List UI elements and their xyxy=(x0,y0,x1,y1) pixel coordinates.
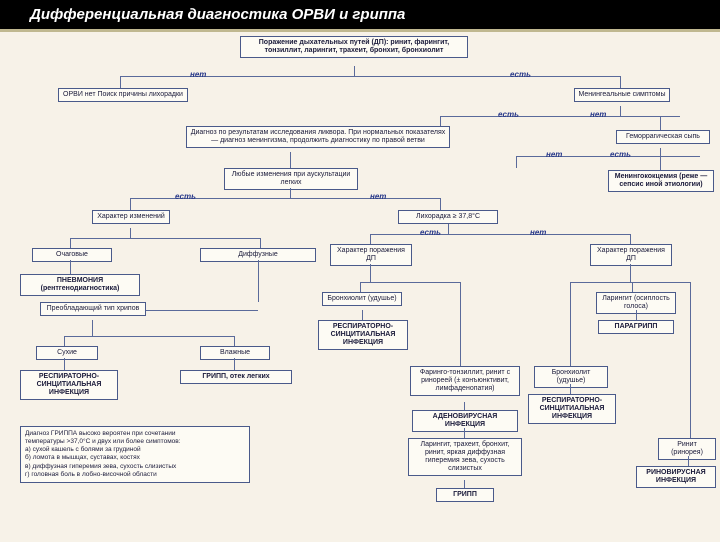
connector xyxy=(464,402,465,410)
note-line: Диагноз ГРИППА высоко вероятен при сочет… xyxy=(25,430,245,438)
node-pneumonia: ПНЕВМОНИЯ (рентгенодиагностика) xyxy=(20,274,140,296)
edge-label-yes: есть xyxy=(175,192,196,201)
connector xyxy=(64,336,65,346)
connector xyxy=(660,116,661,130)
connector xyxy=(516,156,700,157)
note-line: в) диффузная гиперемия зева, сухость сли… xyxy=(25,463,245,471)
connector xyxy=(360,282,361,292)
connector xyxy=(64,336,234,337)
connector xyxy=(636,310,637,320)
connector xyxy=(370,234,371,244)
connector xyxy=(440,116,680,117)
connector xyxy=(260,238,261,248)
connector xyxy=(570,282,690,283)
connector xyxy=(362,310,363,320)
node-hrip-type: Преобладающий тип хрипов xyxy=(40,302,146,316)
node-rinit: Ринит (ринорея) xyxy=(658,438,716,460)
connector xyxy=(120,76,121,88)
connector xyxy=(570,282,571,366)
node-gripp: ГРИПП xyxy=(436,488,494,502)
connector xyxy=(460,282,461,366)
connector xyxy=(448,224,449,234)
connector xyxy=(360,282,460,283)
connector xyxy=(370,234,630,235)
node-rsi2: РЕСПИРАТОРНО-СИНЦИТИАЛЬНАЯ ИНФЕКЦИЯ xyxy=(20,370,118,400)
connector xyxy=(70,260,71,274)
node-faringo: Фаринго-тонзиллит, ринит с ринореей (± к… xyxy=(410,366,520,396)
node-orvi-no: ОРВИ нет Поиск причины лихорадки xyxy=(58,88,188,102)
node-bronch2: Бронхиолит (удушье) xyxy=(534,366,608,388)
connector xyxy=(130,198,131,210)
node-liquor: Диагноз по результатам исследования ликв… xyxy=(186,126,450,148)
connector xyxy=(440,198,441,210)
node-ochag: Очаговые xyxy=(32,248,112,262)
connector xyxy=(64,358,65,370)
node-char-dp1: Характер поражения ДП xyxy=(330,244,412,266)
node-meningococ: Менингококцемия (реже — сепсис иной этио… xyxy=(608,170,714,192)
node-auscult: Любые изменения при аускультации легких xyxy=(224,168,358,190)
node-rsi1: РЕСПИРАТОРНО-СИНЦИТИАЛЬНАЯ ИНФЕКЦИЯ xyxy=(318,320,408,350)
node-char-izm: Характер изменений xyxy=(92,210,170,224)
connector xyxy=(660,156,661,170)
node-char-dp2: Характер поражения ДП xyxy=(590,244,672,266)
connector xyxy=(234,336,235,346)
node-dry: Сухие xyxy=(36,346,98,360)
node-bronch1: Бронхиолит (удушье) xyxy=(322,292,402,306)
node-meningeal: Менингеальные симптомы xyxy=(574,88,670,102)
edge-label-no: нет xyxy=(590,110,606,119)
connector xyxy=(464,480,465,488)
connector xyxy=(290,152,291,168)
note-line: б) ломота в мышцах, суставах, костях xyxy=(25,454,245,462)
connector xyxy=(70,238,71,248)
connector xyxy=(660,148,661,156)
edge-label-yes: есть xyxy=(420,228,441,237)
connector xyxy=(146,310,258,311)
edge-label-yes: есть xyxy=(510,70,531,79)
connector xyxy=(630,234,631,244)
node-adeno: АДЕНОВИРУСНАЯ ИНФЕКЦИЯ xyxy=(412,410,518,432)
connector xyxy=(130,228,131,238)
connector xyxy=(440,116,441,126)
edge-label-yes: есть xyxy=(610,150,631,159)
node-gripp-edema: ГРИПП, отек легких xyxy=(180,370,292,384)
edge-label-no: нет xyxy=(370,192,386,201)
node-rsi3: РЕСПИРАТОРНО-СИНЦИТИАЛЬНАЯ ИНФЕКЦИЯ xyxy=(528,394,616,424)
connector xyxy=(632,282,633,292)
edge-label-yes: есть xyxy=(498,110,519,119)
connector xyxy=(620,76,621,88)
connector xyxy=(258,260,259,302)
node-wet: Влажные xyxy=(200,346,270,360)
connector xyxy=(620,106,621,116)
node-rhino: РИНОВИРУСНАЯ ИНФЕКЦИЯ xyxy=(636,466,716,488)
connector xyxy=(570,384,571,394)
connector xyxy=(516,156,517,168)
connector xyxy=(92,320,93,336)
connector xyxy=(464,428,465,438)
connector xyxy=(630,264,631,282)
edge-label-no: нет xyxy=(546,150,562,159)
note-line: г) головная боль в лобно-височной област… xyxy=(25,471,245,479)
connector xyxy=(290,188,291,198)
node-gripp-sym: Ларингит, трахеит, бронхит, ринит, яркая… xyxy=(408,438,522,476)
edge-label-no: нет xyxy=(530,228,546,237)
page-title: Дифференциальная диагностика ОРВИ и грип… xyxy=(0,0,720,32)
connector xyxy=(354,66,355,76)
node-paragripp: ПАРАГРИПП xyxy=(598,320,674,334)
connector xyxy=(70,238,260,239)
connector xyxy=(690,282,691,438)
connector xyxy=(688,456,689,466)
node-hem-rash: Геморрагическая сыпь xyxy=(616,130,710,144)
diagnostic-note: Диагноз ГРИППА высоко вероятен при сочет… xyxy=(20,426,250,483)
edge-label-no: нет xyxy=(190,70,206,79)
connector xyxy=(370,264,371,282)
node-top: Поражение дыхательных путей (ДП): ринит,… xyxy=(240,36,468,58)
node-fever: Лихорадка ≥ 37,8°C xyxy=(398,210,498,224)
flowchart-canvas: Поражение дыхательных путей (ДП): ринит,… xyxy=(0,32,720,542)
connector xyxy=(234,358,235,370)
